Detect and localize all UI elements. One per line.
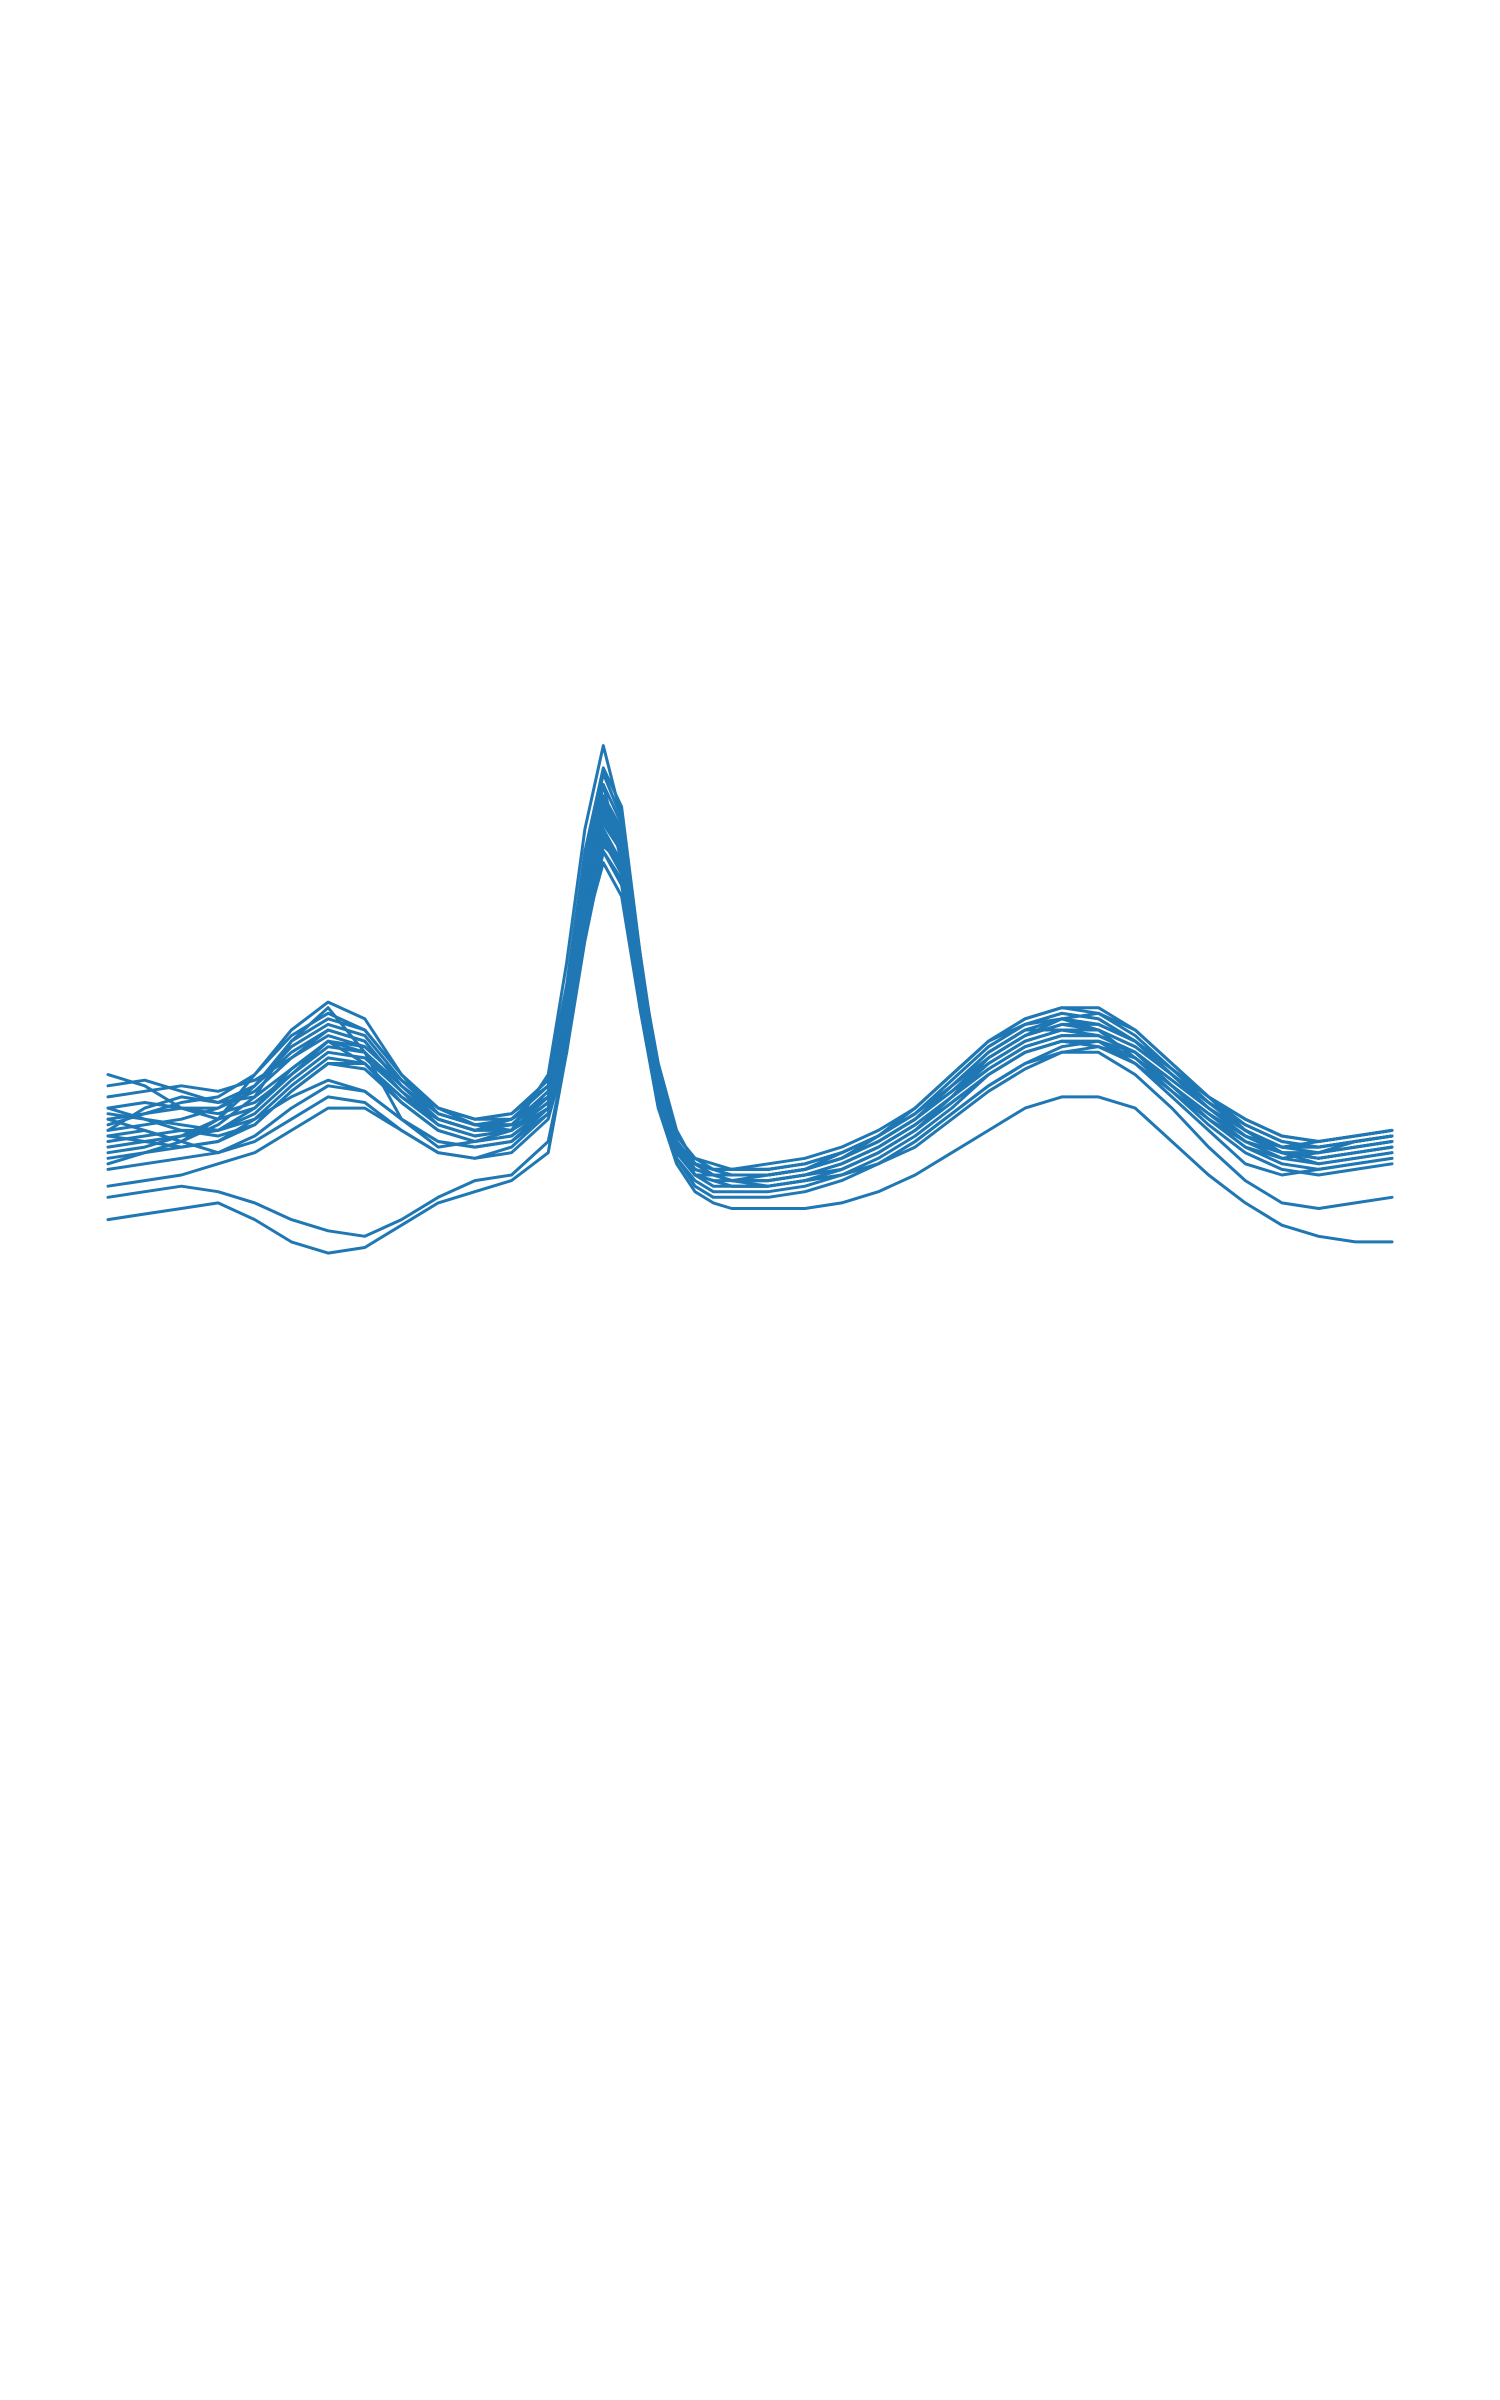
series-line-3: [106, 816, 1394, 1188]
series-line-22: [106, 783, 1394, 1171]
series-line-10: [106, 838, 1394, 1188]
series-line-4: [106, 805, 1394, 1177]
series-line-14: [106, 805, 1394, 1177]
trace-group: [106, 744, 1394, 1255]
series-line-17: [106, 861, 1394, 1255]
series-line-12: [106, 833, 1394, 1183]
series-line-21: [106, 827, 1394, 1183]
series-line-18: [106, 838, 1394, 1238]
series-line-20: [106, 799, 1394, 1177]
